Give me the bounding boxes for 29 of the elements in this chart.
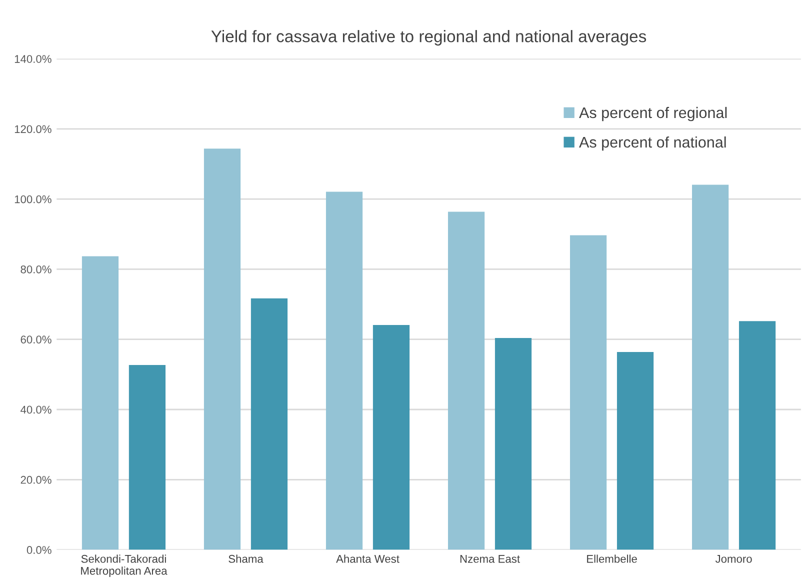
bar — [82, 256, 119, 550]
x-tick-label: Ahanta West — [336, 554, 400, 563]
bar — [692, 184, 729, 550]
x-tick-label: Nzema East — [460, 555, 520, 563]
y-tick-label: 120.0% — [14, 125, 52, 134]
y-tick-label: 0.0% — [26, 546, 52, 554]
legend-label: As percent of regional — [579, 106, 727, 122]
bar — [616, 352, 654, 550]
y-tick-label: 60.0% — [20, 336, 52, 344]
bar — [448, 212, 485, 550]
bar — [738, 321, 776, 550]
x-tick-label: Shama — [228, 554, 264, 563]
bar — [326, 192, 363, 550]
y-tick-label: 40.0% — [20, 406, 52, 414]
y-tick-label: 20.0% — [20, 476, 52, 484]
bar — [204, 148, 241, 550]
y-tick-label: 100.0% — [14, 195, 52, 204]
y-tick-label: 80.0% — [20, 265, 52, 274]
bar — [372, 324, 410, 550]
bar — [128, 364, 166, 550]
chart-title: Yield for cassava relative to regional and national averages — [211, 30, 646, 46]
x-tick-label: Jomoro — [715, 555, 752, 563]
legend-label: As percent of national — [579, 136, 726, 151]
bar — [494, 338, 532, 550]
y-tick-label: 140.0% — [14, 55, 52, 63]
x-tick-label: Sekondi-Takoradi Metropolitan Area — [81, 554, 168, 577]
bar — [570, 235, 607, 550]
x-tick-label: Ellembelle — [587, 554, 637, 563]
bar — [250, 298, 288, 550]
